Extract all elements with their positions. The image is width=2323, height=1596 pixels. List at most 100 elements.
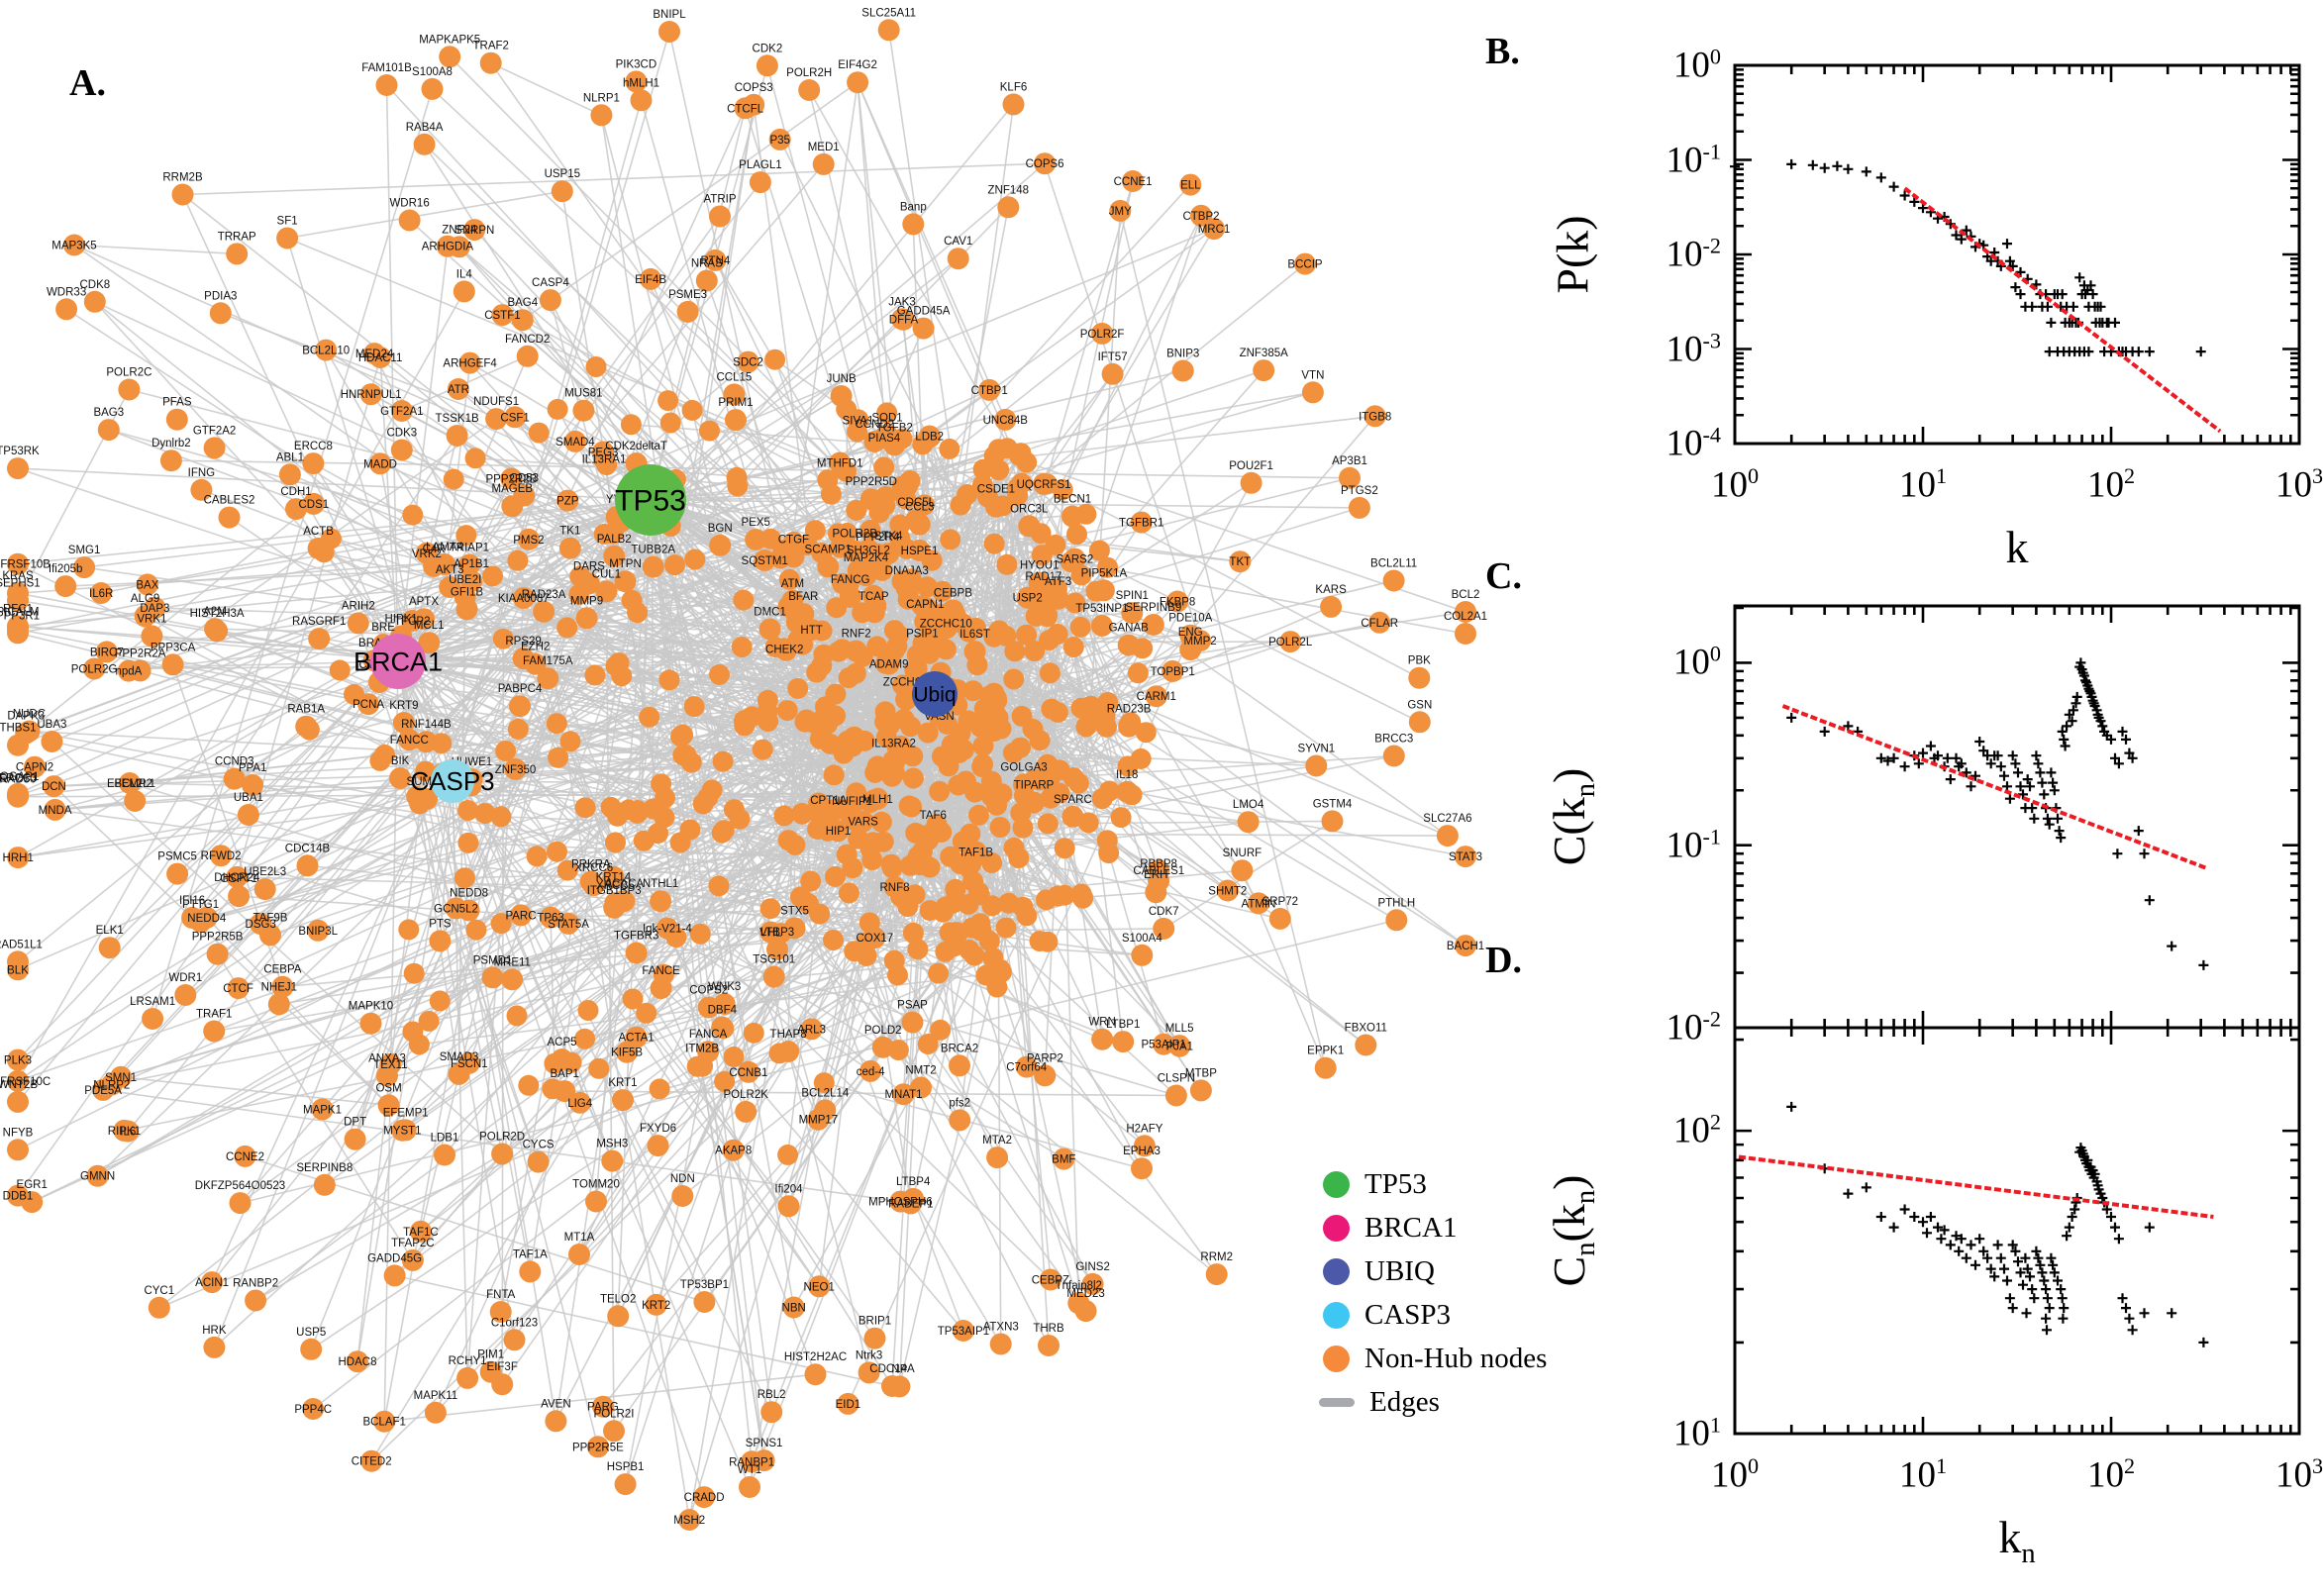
- hub-node-BRCA1: [370, 634, 426, 689]
- network-node: [495, 741, 517, 761]
- network-edge: [667, 399, 907, 500]
- network-node: [585, 356, 607, 377]
- network-node: [1148, 859, 1170, 882]
- network-node: [940, 846, 961, 867]
- node-label: WT1: [738, 1464, 761, 1476]
- node-label: WRN: [1088, 1017, 1115, 1029]
- network-node: [402, 1021, 424, 1043]
- network-node: [1166, 590, 1189, 613]
- network-node: [1248, 892, 1269, 915]
- node-label: Dynlrb2: [152, 438, 191, 449]
- node-label: KRT1: [608, 1077, 637, 1089]
- node-label: CD53: [510, 473, 539, 485]
- network-node: [859, 519, 881, 541]
- node-label: MTHFD1: [817, 458, 863, 470]
- network-node: [741, 706, 762, 728]
- node-label: S100A4: [1122, 933, 1163, 945]
- network-node: [997, 196, 1020, 219]
- node-label: RFWD2: [201, 850, 242, 862]
- legend-label: Non-Hub nodes: [1364, 1342, 1548, 1374]
- network-node: [1455, 846, 1476, 868]
- network-node: [539, 289, 561, 312]
- network-node: [791, 803, 813, 825]
- network-node: [909, 854, 931, 876]
- network-node: [165, 408, 188, 431]
- network-node: [945, 878, 966, 900]
- network-node: [863, 927, 886, 949]
- node-label: NLRP2: [93, 1080, 130, 1092]
- network-node: [1012, 896, 1034, 918]
- network-node: [554, 1080, 576, 1103]
- network-node: [958, 893, 979, 915]
- network-node: [148, 1296, 170, 1319]
- node-label: DHCR24: [214, 872, 260, 884]
- network-node: [245, 1289, 267, 1312]
- node-label: NEDD4: [187, 913, 227, 925]
- network-node: [1054, 838, 1075, 859]
- network-node: [545, 1410, 567, 1433]
- node-label: FANCA: [689, 1029, 728, 1041]
- network-node: [1408, 666, 1431, 689]
- network-node: [1110, 807, 1132, 829]
- tick-label-x-B: 101: [1898, 463, 1948, 506]
- network-node: [766, 938, 788, 960]
- network-node: [1066, 524, 1087, 546]
- tick-label-y-B: 100: [1672, 44, 1721, 86]
- network-node: [723, 799, 745, 821]
- network-node: [898, 795, 920, 817]
- network-node: [546, 713, 567, 735]
- network-node: [454, 867, 475, 889]
- node-label: ACTA1: [618, 1033, 654, 1045]
- node-label: COX17: [856, 933, 893, 945]
- node-label: RAD51L1: [0, 939, 43, 950]
- node-label: ATXN3: [983, 1322, 1019, 1334]
- network-node: [1253, 359, 1275, 382]
- network-node: [504, 757, 527, 780]
- node-label: FAM175A: [523, 655, 573, 667]
- network-node: [504, 406, 527, 429]
- node-label: HYOU1: [1020, 560, 1060, 572]
- network-node: [1109, 199, 1132, 222]
- network-node: [390, 400, 413, 422]
- node-color-swatch: [1323, 1257, 1350, 1285]
- node-label: LTBP4: [896, 1176, 931, 1188]
- node-label: MAP2K4: [844, 552, 889, 564]
- node-label: PSAP: [897, 1000, 928, 1012]
- node-label: ZNF148: [988, 184, 1030, 196]
- node-label: FSCN1: [451, 1058, 488, 1070]
- network-node: [782, 546, 805, 568]
- network-node: [833, 743, 855, 764]
- network-node: [547, 398, 568, 420]
- network-edge: [556, 409, 856, 952]
- network-node: [739, 1476, 760, 1498]
- node-label: ACP5: [547, 1037, 576, 1048]
- network-node: [939, 438, 960, 459]
- network-node: [605, 832, 626, 853]
- node-label: RBL2: [758, 1389, 786, 1401]
- network-node: [713, 820, 735, 842]
- network-edge: [484, 719, 807, 815]
- network-node: [195, 906, 218, 929]
- network-node: [892, 308, 915, 331]
- network-node: [962, 680, 984, 702]
- network-node: [558, 537, 581, 559]
- node-label: CSTF1: [484, 310, 520, 322]
- network-edge: [322, 801, 871, 1111]
- network-edge: [354, 693, 1052, 799]
- legend-label: BRCA1: [1364, 1211, 1458, 1244]
- network-node-labels: ARL3 Banp TAF9B npdA ALG9 MAGEB DHCR24 CDC14A TP…: [0, 7, 1487, 1527]
- node-label: PPP2R4: [856, 532, 900, 544]
- node-label: TCAP: [858, 591, 889, 603]
- node-label: PPP2R2B: [486, 474, 538, 486]
- node-label: EPPK1: [1307, 1046, 1344, 1057]
- network-node: [895, 577, 918, 600]
- network-node: [708, 875, 730, 897]
- network-node: [1091, 788, 1113, 810]
- network-node: [683, 696, 705, 718]
- network-node: [839, 585, 861, 608]
- node-label: BAG4: [507, 297, 538, 309]
- node-label: TRRAP: [218, 231, 256, 243]
- network-node: [859, 839, 881, 859]
- node-label: JMY: [1109, 206, 1132, 218]
- network-node: [492, 628, 514, 649]
